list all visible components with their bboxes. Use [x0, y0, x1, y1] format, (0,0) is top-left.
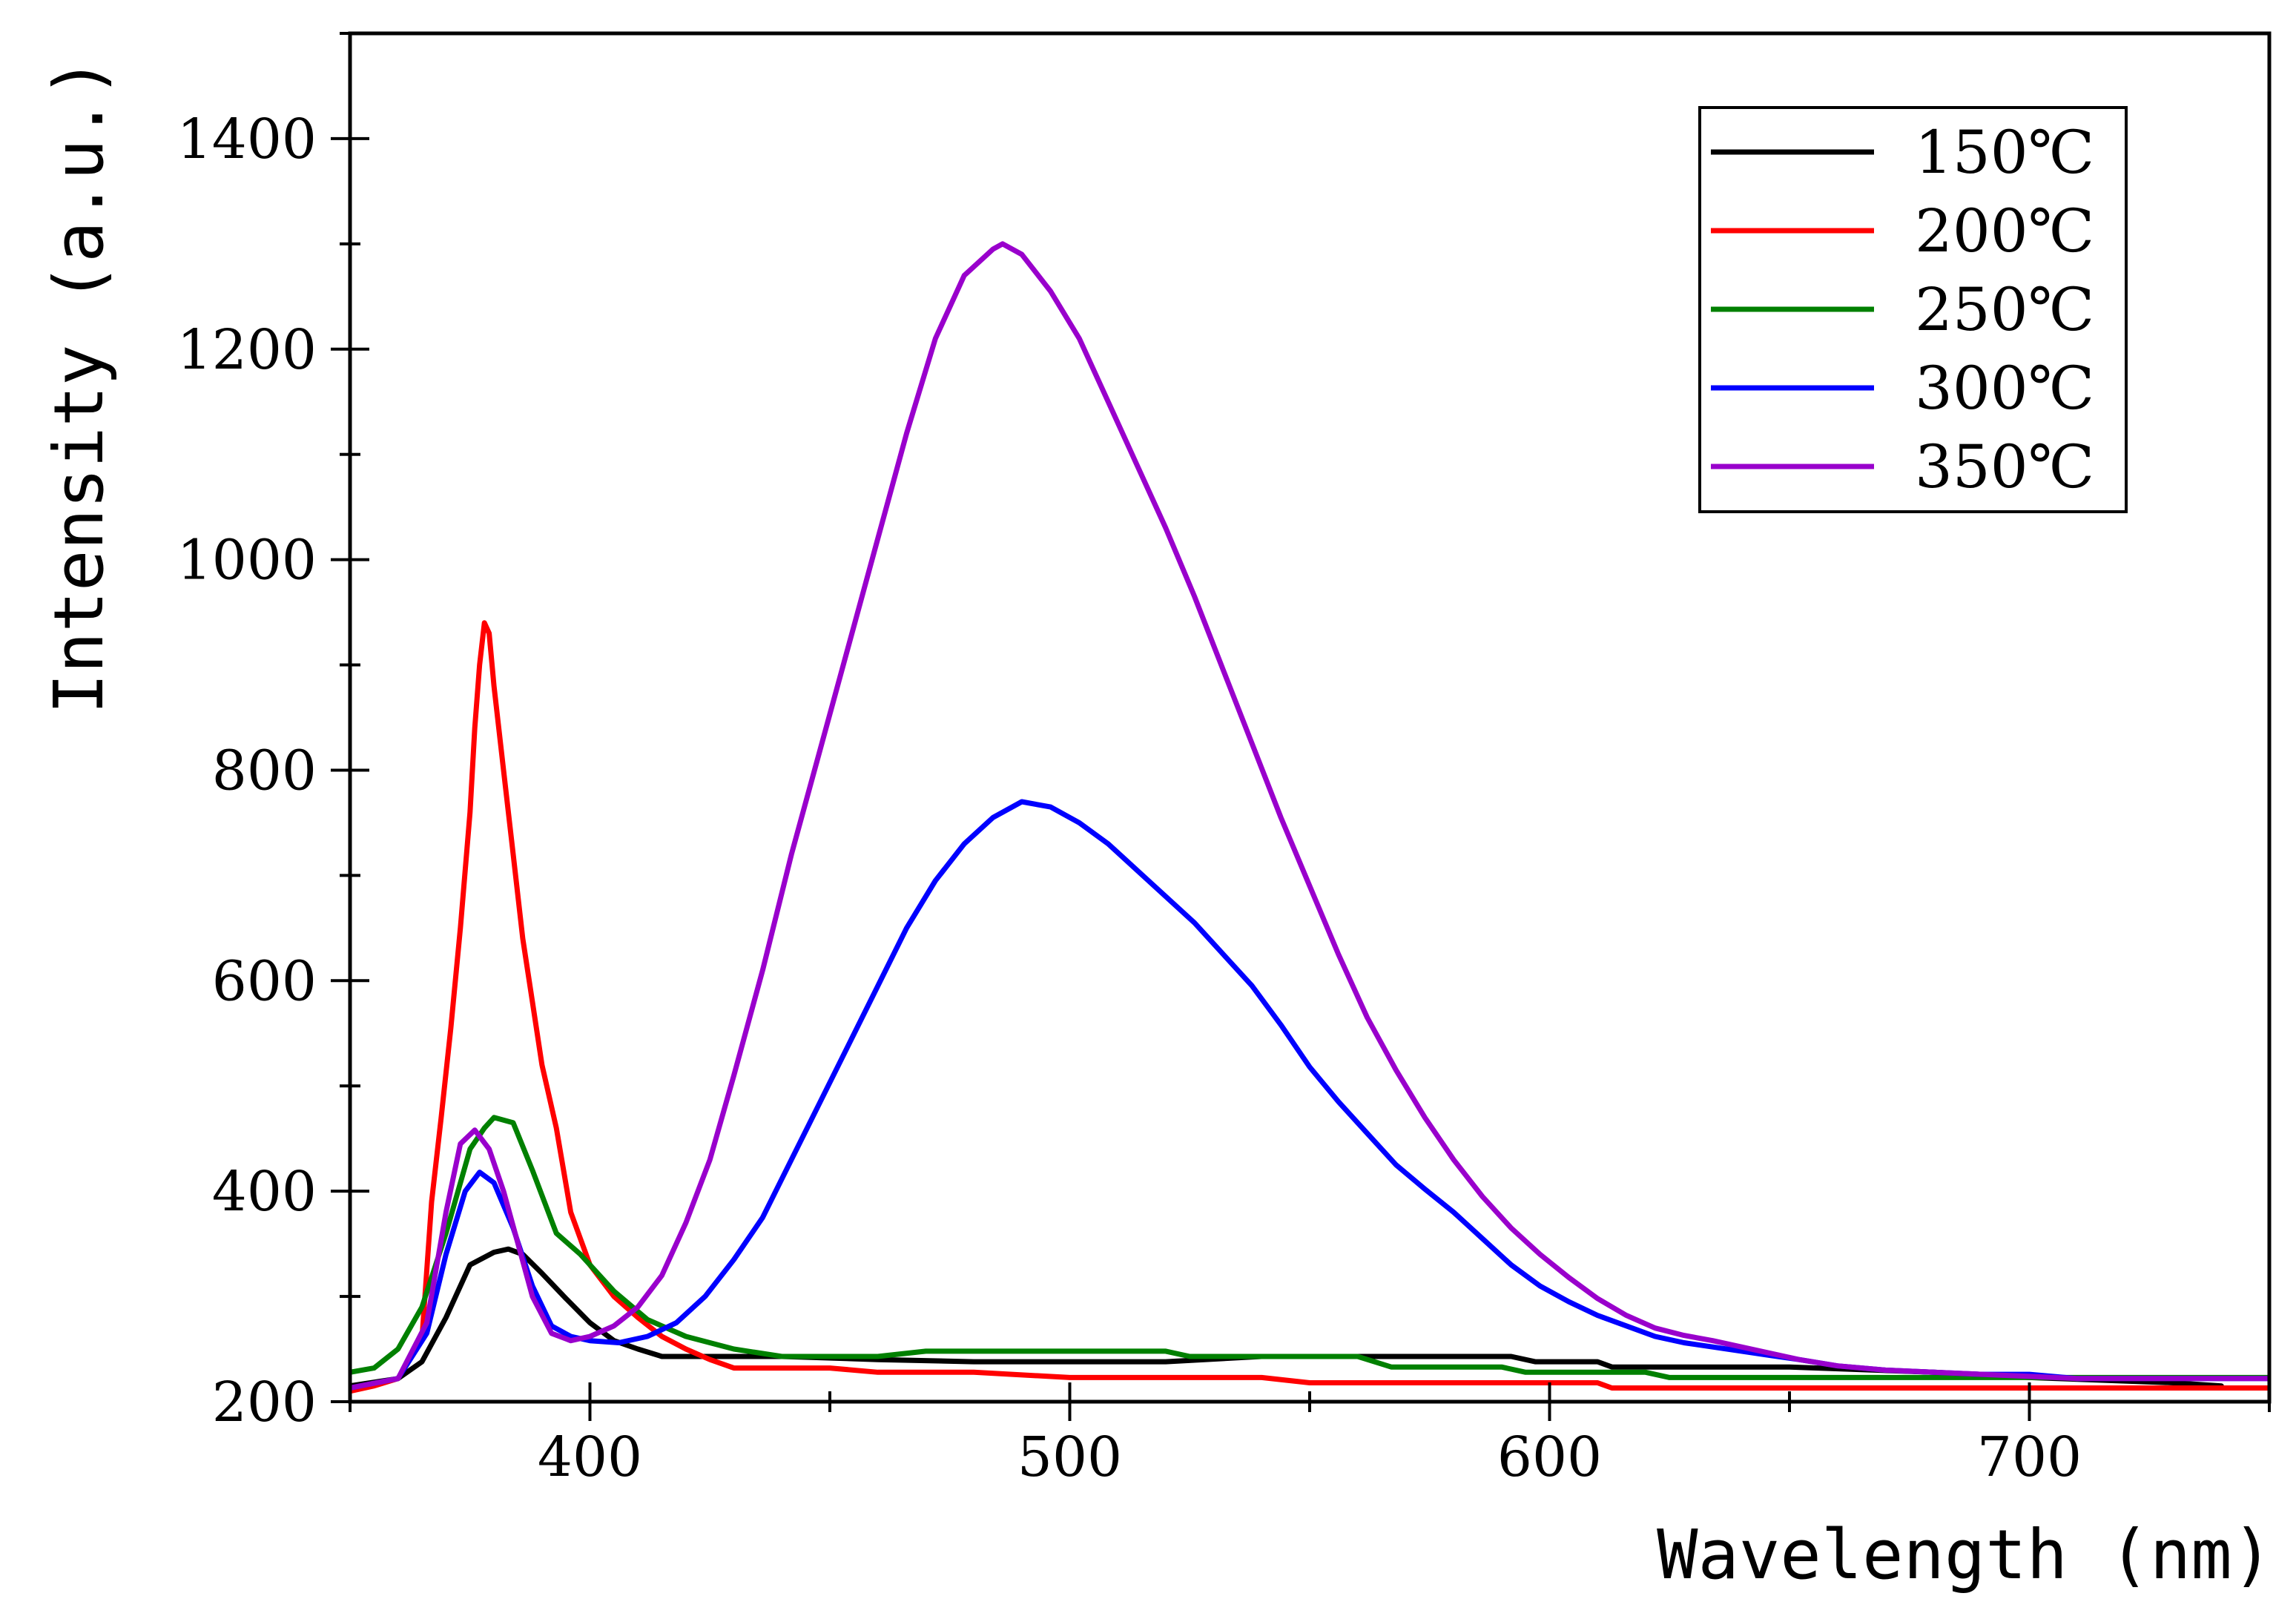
series-line-5	[350, 241, 2269, 1391]
y-tick-label: 1200	[177, 318, 317, 382]
y-tick-label: 200	[212, 1371, 317, 1434]
y-tick-label: 400	[212, 1160, 317, 1224]
y-axis-title: Intensity (a.u.)	[39, 57, 119, 714]
x-tick-label: 500	[1017, 1425, 1122, 1489]
x-axis-title: Wavelength (nm)	[1657, 1515, 2273, 1595]
legend-label: 150℃	[1915, 118, 2094, 187]
y-tick-label: 800	[212, 739, 317, 802]
legend: 150℃ 200℃ 250℃ 300℃ 350℃	[1698, 106, 2128, 513]
y-tick-label: 1400	[177, 108, 317, 171]
series-line-3	[350, 1115, 2269, 1380]
legend-label: 250℃	[1915, 275, 2094, 344]
legend-label: 350℃	[1915, 432, 2094, 501]
x-tick-label: 700	[1977, 1425, 2082, 1489]
x-tick-label: 600	[1497, 1425, 1602, 1489]
series-line-2	[350, 620, 2269, 1394]
x-tick-label: 400	[538, 1425, 642, 1489]
legend-label: 200℃	[1915, 197, 2094, 266]
axes-layer: 400 500 600 700 200 400 600 800 1000 1200 1400	[177, 31, 2272, 1489]
y-tick-label: 1000	[177, 529, 317, 593]
legend-label: 300℃	[1915, 354, 2094, 423]
series-layer	[350, 241, 2269, 1394]
y-tick-label: 600	[212, 949, 317, 1013]
